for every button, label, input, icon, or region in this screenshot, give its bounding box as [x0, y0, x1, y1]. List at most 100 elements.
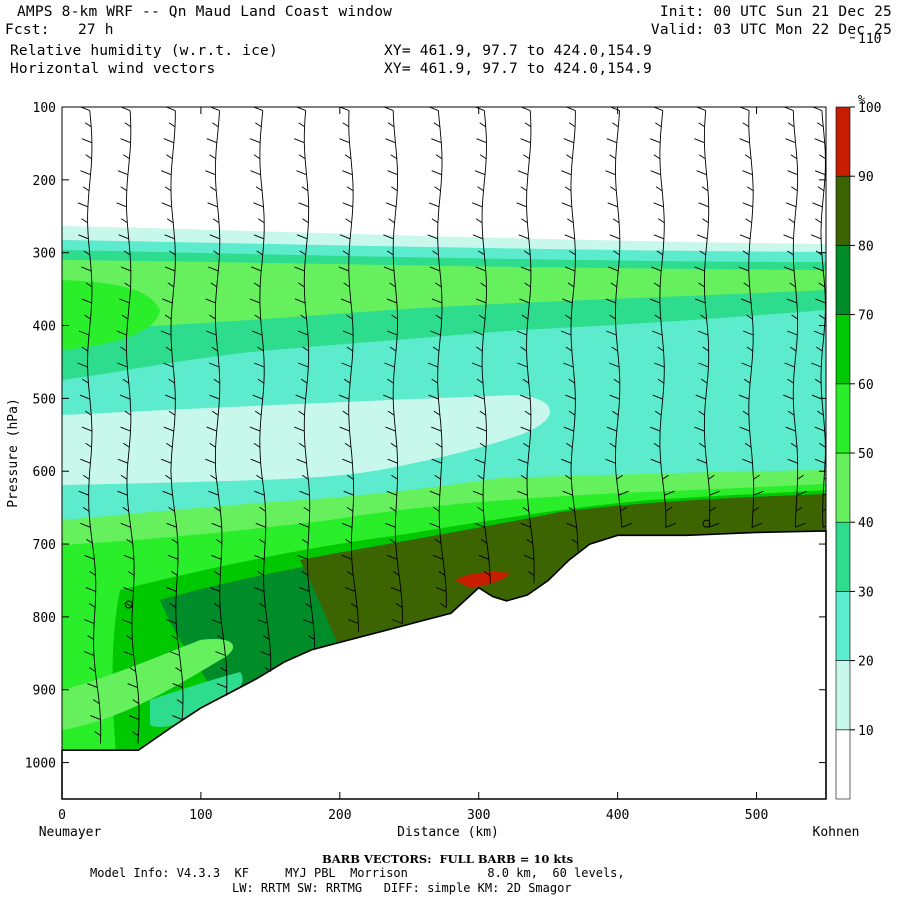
wind-barb-flag: [83, 619, 95, 624]
wind-barb-flag: [605, 170, 616, 176]
wind-barb-flag: [250, 170, 261, 176]
wind-barb-flag: [257, 346, 264, 352]
wind-barb-flag: [650, 458, 661, 464]
wind-barb-flag: [86, 538, 93, 544]
wind-barb-flag: [702, 218, 709, 224]
wind-barb-flag: [215, 538, 223, 544]
wind-barb-column: [471, 107, 491, 584]
rh-band-60-upper: [62, 260, 826, 330]
wind-barb-flag: [387, 330, 398, 336]
wind-barb-flag: [296, 458, 307, 464]
wind-barb-flag: [383, 394, 394, 400]
wind-barb-flag: [814, 426, 825, 432]
y-tick-label: 400: [33, 320, 56, 335]
wind-barb-flag: [210, 474, 217, 480]
wind-barb-flag: [386, 554, 398, 560]
wind-barb-flag: [520, 346, 527, 352]
wind-barb-flag: [783, 394, 794, 400]
wind-barb-flag: [431, 218, 439, 224]
wind-barb-flag: [521, 314, 529, 320]
colorbar-tick-label: 60: [858, 378, 874, 393]
wind-barb-flag: [385, 522, 396, 528]
wind-barb-flag: [120, 186, 128, 192]
wind-barb-flag: [161, 458, 172, 464]
wind-barb-flag: [390, 442, 398, 448]
wind-barb-flag: [249, 426, 261, 432]
wind-barb-flag: [788, 218, 795, 224]
wind-barb-flag: [565, 346, 573, 352]
wind-barb-flag: [345, 538, 352, 544]
wind-barb-flag: [129, 667, 136, 672]
wind-barb-flag: [123, 651, 134, 656]
wind-barb-flag: [167, 282, 175, 288]
wind-barb-flag: [302, 346, 309, 352]
wind-barb-flag: [432, 554, 444, 560]
wind-barb-flag: [654, 314, 662, 320]
wind-barb-flag: [123, 442, 130, 448]
wind-barb-flag: [214, 571, 221, 576]
wind-barb-flag: [473, 330, 484, 336]
wind-barb-flag: [82, 506, 90, 512]
wind-barb-flag: [389, 506, 397, 512]
wind-barb-flag: [127, 571, 135, 576]
wind-barb-flag: [162, 490, 173, 496]
wind-barb-flag: [344, 154, 352, 160]
wind-barb-flag: [560, 330, 572, 336]
wind-barb-flag: [742, 202, 753, 208]
wind-barb-flag: [346, 571, 354, 576]
wind-barb-flag: [609, 442, 616, 448]
wind-barb-flag: [435, 586, 447, 592]
wind-barb-flag: [474, 458, 486, 464]
wind-barb-flag: [82, 378, 89, 384]
wind-barb-flag: [163, 138, 175, 144]
wind-barb-flag: [387, 410, 395, 416]
colorbar-tick-label: 50: [858, 447, 874, 462]
wind-barb-flag: [390, 154, 398, 160]
forecast-label: Fcst:: [5, 22, 50, 38]
rh-band-70-upper: [62, 280, 160, 350]
wind-barb-flag: [561, 458, 572, 464]
wind-barb-flag: [83, 250, 91, 256]
wind-barb-flag: [85, 410, 92, 416]
wind-barb-flag: [516, 330, 527, 336]
terrain-mask: [61, 530, 827, 800]
wind-barb-flag: [255, 186, 263, 192]
wind-barb-flag: [338, 394, 350, 400]
wind-barb-flag: [787, 122, 795, 128]
wind-barb-flag: [206, 138, 217, 144]
wind-barb-flag: [483, 571, 491, 576]
wind-barb-flag: [738, 266, 749, 272]
colorbar-bin: [835, 314, 851, 385]
wind-barb-flag: [253, 442, 261, 448]
wind-barb-flag: [517, 362, 528, 368]
wind-barb-flag: [471, 362, 483, 368]
wind-barb-flag: [297, 234, 308, 240]
wind-barb-flag: [817, 186, 825, 192]
wind-barb-flag: [346, 314, 353, 320]
wind-barb-flag: [383, 234, 394, 240]
wind-barb-flag: [207, 202, 218, 208]
wind-barb-flag: [342, 122, 350, 128]
wind-barb-flag: [753, 490, 764, 496]
wind-barb-column: [249, 107, 272, 672]
wind-barb-flag: [263, 635, 270, 640]
wind-barb-flag: [89, 571, 96, 576]
wind-barb-flag: [386, 490, 397, 496]
wind-barb-flag: [168, 410, 176, 416]
wind-barb-staff: [348, 110, 360, 632]
wind-barb-flag: [257, 619, 268, 624]
colorbar-bin: [835, 106, 851, 177]
wind-barb-flag: [385, 202, 397, 208]
wind-barb-flag: [81, 426, 93, 432]
wind-barb-flag: [790, 154, 798, 160]
init-time: Init: 00 UTC Sun 21 Dec 25: [659, 4, 892, 20]
wind-barb-flag: [82, 474, 90, 480]
wind-barb-flag: [119, 298, 130, 304]
wind-barb-flag: [343, 490, 354, 496]
wind-barb-flag: [478, 250, 485, 256]
wind-barb-flag: [479, 442, 487, 448]
wind-barb-flag: [254, 554, 265, 560]
wind-barb-flag: [522, 506, 530, 512]
wind-barb-flag: [164, 186, 172, 192]
colorbar-tick-label: 80: [858, 239, 874, 254]
